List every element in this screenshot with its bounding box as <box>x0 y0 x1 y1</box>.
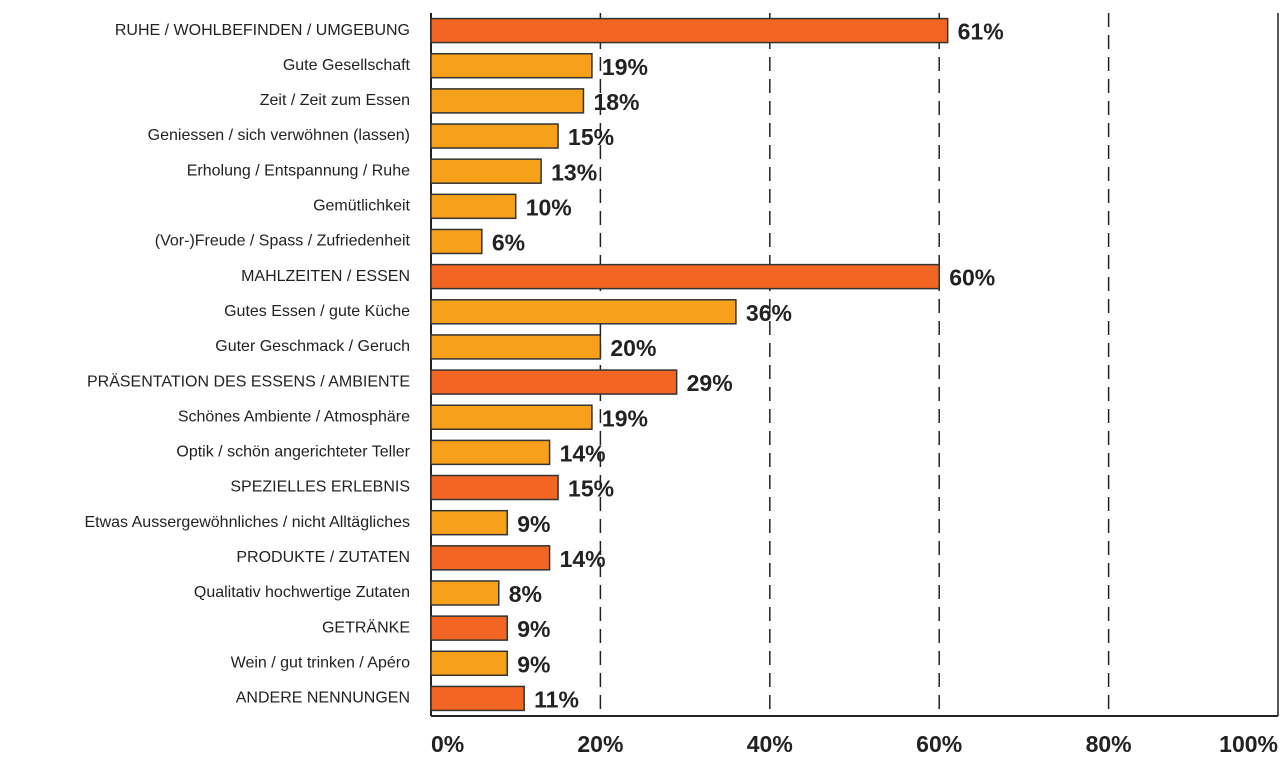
value-label: 19% <box>602 405 648 431</box>
bar <box>430 545 551 571</box>
bar <box>430 263 940 290</box>
x-tick-label: 80% <box>1086 731 1132 757</box>
bar <box>430 158 542 184</box>
category-label: Gute Gesellschaft <box>283 57 411 74</box>
bar <box>430 404 593 430</box>
category-label: ANDERE NENNUNGEN <box>236 690 410 707</box>
value-label: 60% <box>949 265 995 291</box>
value-label: 9% <box>517 616 550 642</box>
category-label: Gutes Essen / gute Küche <box>224 303 410 320</box>
category-label: (Vor-)Freude / Spass / Zufriedenheit <box>155 233 411 250</box>
category-label: Guter Geschmack / Geruch <box>215 338 410 355</box>
value-label: 61% <box>958 19 1004 45</box>
value-label: 20% <box>610 335 656 361</box>
value-label: 6% <box>492 230 525 256</box>
x-tick-label: 0% <box>431 731 464 757</box>
bar <box>430 123 559 149</box>
category-label: Wein / gut trinken / Apéro <box>231 654 410 671</box>
value-label: 19% <box>602 54 648 80</box>
bar <box>430 439 551 466</box>
value-label: 9% <box>517 651 550 677</box>
bar <box>430 193 517 220</box>
value-label: 15% <box>568 476 614 502</box>
category-label: PRÄSENTATION DES ESSENS / AMBIENTE <box>87 372 410 390</box>
value-label: 11% <box>534 687 579 713</box>
category-label: Geniessen / sich verwöhnen (lassen) <box>148 127 410 144</box>
x-tick-label: 60% <box>916 731 962 757</box>
bar <box>430 52 593 79</box>
bar <box>430 17 949 44</box>
category-label: MAHLZEITEN / ESSEN <box>241 268 410 285</box>
bar <box>430 334 602 360</box>
bar <box>430 228 483 255</box>
value-label: 14% <box>560 440 606 466</box>
value-label: 18% <box>593 89 639 115</box>
category-label: GETRÄNKE <box>322 618 410 636</box>
category-label: SPEZIELLES ERLEBNIS <box>230 479 410 496</box>
value-label: 13% <box>551 159 597 185</box>
value-label: 36% <box>746 300 792 326</box>
value-label: 8% <box>509 581 542 607</box>
bar <box>430 474 559 501</box>
x-tick-label: 20% <box>577 731 623 757</box>
bar <box>430 685 525 712</box>
x-tick-label: 100% <box>1219 731 1278 757</box>
value-label: 9% <box>517 511 550 537</box>
bar <box>430 615 508 641</box>
value-label: 15% <box>568 124 614 150</box>
value-label: 10% <box>526 194 572 220</box>
bar <box>430 509 508 536</box>
bar <box>430 369 678 395</box>
value-label: 14% <box>560 546 606 572</box>
x-tick-label: 40% <box>747 731 793 757</box>
category-label: Etwas Aussergewöhnliches / nicht Alltägl… <box>84 514 410 531</box>
value-label: 29% <box>687 370 733 396</box>
category-label: Gemütlichkeit <box>313 198 410 215</box>
bar <box>430 88 585 114</box>
category-label: Schönes Ambiente / Atmosphäre <box>178 408 410 425</box>
category-label: Optik / schön angerichteter Teller <box>176 444 410 461</box>
category-label: PRODUKTE / ZUTATEN <box>236 549 410 566</box>
category-label: Zeit / Zeit zum Essen <box>260 92 410 109</box>
bar <box>430 299 737 325</box>
bar <box>430 580 500 606</box>
category-label: Erholung / Entspannung / Ruhe <box>187 162 410 179</box>
bar <box>430 650 508 677</box>
category-label: RUHE / WOHLBEFINDEN / UMGEBUNG <box>115 22 410 39</box>
category-label: Qualitativ hochwertige Zutaten <box>194 584 410 601</box>
